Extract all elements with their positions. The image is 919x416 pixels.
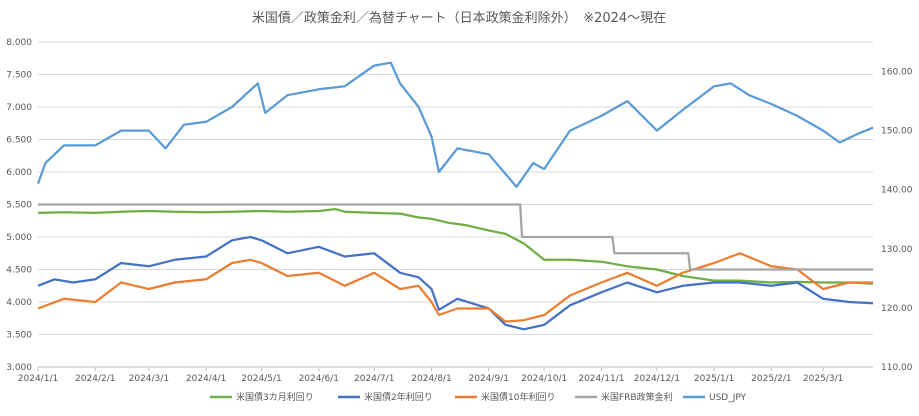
y-left-tick-label: 6.500: [6, 136, 32, 146]
legend-label: 米国FRB政策金利: [601, 391, 673, 403]
x-tick-label: 2024/10/1: [521, 374, 567, 384]
y-left-tick-label: 3.500: [6, 331, 32, 341]
x-tick-label: 2024/12/1: [634, 374, 680, 384]
x-tick-label: 2024/1/1: [18, 374, 58, 384]
y-axis-left: 3.000 3.500 4.000 4.500 5.000 5.500 6.000 6.500…: [6, 38, 32, 373]
x-tick-label: 2024/11/1: [578, 374, 624, 384]
y-right-tick-label: 130.00: [881, 245, 913, 255]
y-left-tick-label: 7.500: [6, 71, 32, 81]
chart-title: 米国債／政策金利／為替チャート（日本政策金利除外） ※2024～現在: [252, 10, 666, 26]
x-axis: 2024/1/1 2024/2/1 2024/3/1 2024/4/1 2024/5/1…: [18, 366, 873, 384]
legend-label: USD_JPY: [709, 393, 747, 403]
y-left-tick-label: 5.000: [6, 233, 32, 243]
series-line-2: [37, 252, 873, 323]
series-line-1: [37, 235, 874, 331]
legend-label: 米国債2年利回り: [364, 391, 433, 403]
y-right-tick-label: 110.00: [881, 363, 913, 373]
x-tick-label: 2024/8/1: [411, 374, 451, 384]
y-left-tick-label: 4.500: [6, 266, 32, 276]
y-axis-right: 110.00 120.00 130.00 140.00 150.00 160.00: [881, 68, 913, 373]
y-left-tick-label: 4.000: [6, 298, 32, 308]
y-right-tick-label: 140.00: [881, 186, 913, 196]
series-line-3: [38, 203, 873, 271]
legend: 米国債3カ月利回り 米国債2年利回り 米国債10年利回り 米国FRB政策金利 USD_J…: [210, 391, 747, 403]
series-lines: [36, 61, 874, 331]
x-tick-label: 2024/3/1: [129, 374, 169, 384]
x-tick-label: 2025/2/1: [751, 374, 791, 384]
y-left-tick-label: 8.000: [6, 38, 32, 48]
y-left-tick-label: 6.000: [6, 168, 32, 178]
x-tick-label: 2025/3/1: [803, 374, 843, 384]
series-line-4: [36, 61, 874, 188]
legend-label: 米国債10年利回り: [481, 391, 555, 403]
x-tick-label: 2024/9/1: [469, 374, 509, 384]
y-right-tick-label: 120.00: [881, 304, 913, 314]
y-left-tick-label: 5.500: [6, 201, 32, 211]
y-right-tick-label: 160.00: [881, 68, 913, 78]
x-tick-label: 2024/2/1: [75, 374, 115, 384]
legend-label: 米国債3カ月利回り: [236, 391, 314, 403]
x-tick-label: 2024/4/1: [186, 374, 226, 384]
y-left-tick-label: 7.000: [6, 103, 32, 113]
series-line-0: [37, 207, 874, 285]
y-left-tick-label: 3.000: [6, 363, 32, 373]
y-right-tick-label: 150.00: [881, 127, 913, 137]
x-tick-label: 2024/7/1: [354, 374, 394, 384]
x-tick-label: 2024/5/1: [241, 374, 281, 384]
x-tick-label: 2024/6/1: [299, 374, 339, 384]
x-tick-label: 2025/1/1: [694, 374, 734, 384]
